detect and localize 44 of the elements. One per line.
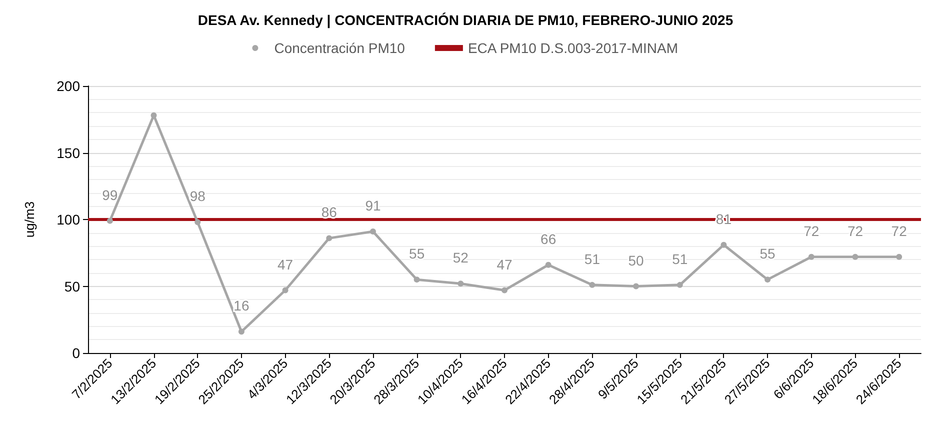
data-label: 47 xyxy=(496,256,512,272)
data-label: 86 xyxy=(321,204,338,220)
y-tick-label: 0 xyxy=(72,345,80,361)
y-tick-label: 100 xyxy=(56,212,80,228)
point xyxy=(545,262,552,268)
point xyxy=(326,235,332,242)
point xyxy=(808,254,814,260)
data-label: 16 xyxy=(234,298,250,314)
data-label: 55 xyxy=(409,246,425,262)
y-axis-title: ug/m3 xyxy=(22,201,37,238)
data-label: 52 xyxy=(452,250,469,266)
point xyxy=(194,219,201,226)
data-label: 66 xyxy=(540,230,556,247)
data-label: 99 xyxy=(102,186,118,203)
data-label: 72 xyxy=(891,222,908,239)
point xyxy=(720,242,727,248)
y-tick-label: 200 xyxy=(56,78,80,94)
point xyxy=(852,254,858,260)
data-label: 91 xyxy=(365,198,381,214)
y-tick-label: 50 xyxy=(64,278,80,294)
chart-title: DESA Av. Kennedy | CONCENTRACIÓN DIARIA DE PM10, FEBRERO-JUNIO 2025 xyxy=(198,12,734,29)
point xyxy=(502,287,508,294)
data-label: 51 xyxy=(672,250,688,267)
legend-label: ECA PM10 D.S.003-2017-MINAM xyxy=(468,40,678,56)
data-label: 47 xyxy=(278,256,294,272)
point xyxy=(589,282,596,288)
point xyxy=(458,280,464,287)
y-tick-label: 150 xyxy=(56,144,80,161)
point xyxy=(414,276,420,283)
data-label: 55 xyxy=(760,246,776,262)
point xyxy=(676,282,683,288)
point xyxy=(282,287,288,294)
data-label: 51 xyxy=(584,250,600,267)
data-label: 72 xyxy=(847,222,864,239)
data-label: 50 xyxy=(628,252,644,268)
point xyxy=(633,283,640,290)
legend-label: Concentración PM10 xyxy=(274,40,406,56)
point xyxy=(238,328,244,335)
point xyxy=(896,254,902,260)
data-label: 72 xyxy=(804,222,820,239)
data-label: 98 xyxy=(190,188,206,204)
point xyxy=(106,218,113,224)
point xyxy=(764,276,771,283)
point xyxy=(370,228,376,235)
